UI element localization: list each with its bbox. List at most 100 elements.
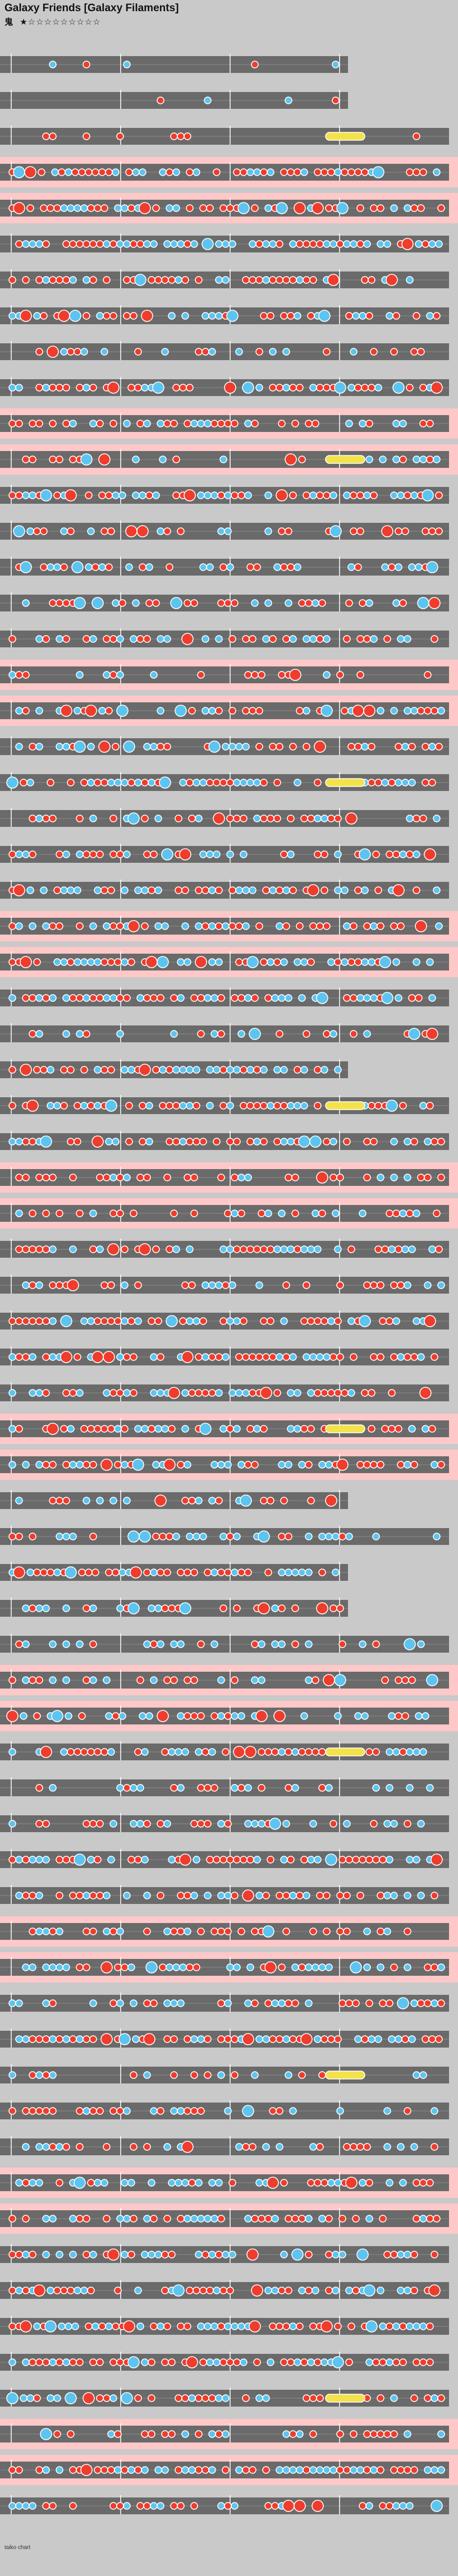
ka-note: [305, 1568, 313, 1576]
ka-note: [8, 671, 16, 679]
don-note: [401, 2035, 409, 2043]
don-note: [303, 276, 310, 284]
ka-note: [314, 1245, 322, 1253]
don-note: [163, 2322, 171, 2330]
ka-note: [332, 1568, 340, 1576]
ka-note: [123, 2107, 131, 2115]
don-note: [213, 1138, 221, 1146]
ka-note: [136, 994, 144, 1002]
don-note: [127, 204, 135, 212]
ka-note: [215, 1389, 223, 1397]
don-note: [179, 1317, 187, 1325]
don-note: [354, 958, 362, 966]
ka-note: [29, 491, 36, 499]
ka-note: [170, 2107, 178, 2115]
ka-note: [112, 168, 120, 176]
don-note: [296, 1892, 304, 1899]
don-note: [296, 384, 304, 392]
don-note: [219, 2287, 227, 2294]
don-note: [22, 1317, 30, 1325]
ka-note: [237, 1461, 245, 1469]
don-note: [426, 2358, 434, 2366]
ka-note: [240, 1494, 252, 1507]
ka-note: [365, 2358, 373, 2366]
ka-note: [312, 599, 319, 607]
ka-note: [62, 1030, 70, 1038]
ka-note: [96, 1245, 104, 1253]
don-note: [276, 240, 283, 248]
don-note: [181, 2141, 194, 2153]
difficulty-label: 鬼: [4, 17, 13, 27]
ka-note: [42, 1856, 50, 1864]
ka-note: [312, 1963, 319, 1971]
don-note: [22, 1138, 30, 1146]
don-note: [116, 850, 124, 858]
don-note: [141, 779, 149, 786]
ka-note: [334, 1712, 342, 1720]
don-note: [368, 276, 375, 284]
ka-note: [392, 420, 400, 427]
don-note: [22, 2215, 30, 2223]
don-note: [419, 168, 427, 176]
don-note: [226, 1533, 234, 1540]
don-note: [184, 599, 191, 607]
don-note: [228, 2179, 236, 2187]
don-note: [83, 132, 90, 140]
don-note: [136, 420, 144, 427]
don-note: [217, 1174, 225, 1181]
don-note: [264, 1999, 272, 2007]
don-note: [390, 922, 398, 930]
don-note: [318, 599, 326, 607]
don-note: [255, 276, 263, 284]
don-note: [67, 1279, 79, 1291]
don-note: [320, 2320, 333, 2333]
don-note: [56, 1856, 63, 1864]
don-note: [267, 815, 274, 822]
don-note: [327, 815, 335, 822]
ka-note: [307, 1245, 315, 1253]
don-note: [15, 1174, 23, 1181]
ka-note: [392, 2502, 400, 2510]
don-note: [190, 994, 198, 1002]
ka-note: [437, 2466, 445, 2474]
don-note: [258, 1784, 265, 1792]
don-note: [231, 2035, 239, 2043]
don-note: [67, 348, 75, 356]
don-note: [289, 2035, 297, 2043]
ka-note: [419, 2215, 427, 2223]
ka-note: [29, 2179, 36, 2187]
don-note: [298, 2215, 306, 2223]
ka-note: [426, 312, 434, 320]
ka-note: [397, 2287, 405, 2294]
ka-note: [213, 2358, 221, 2366]
ka-note: [406, 815, 414, 822]
don-note: [83, 1928, 90, 1935]
ka-note: [157, 707, 164, 715]
don-note: [242, 1889, 254, 1902]
don-note: [309, 240, 317, 248]
don-note: [388, 1389, 396, 1397]
ka-note: [35, 1281, 43, 1289]
don-note: [22, 456, 30, 463]
don-note: [83, 2392, 95, 2404]
don-note: [343, 2466, 351, 2474]
don-note: [188, 1389, 196, 1397]
don-note: [336, 2466, 344, 2474]
ka-note: [168, 1856, 176, 1864]
ka-note: [365, 2215, 373, 2223]
don-note: [379, 2215, 387, 2223]
ka-note: [215, 312, 223, 320]
don-note: [285, 2287, 292, 2294]
ka-note: [397, 2251, 405, 2258]
ka-note: [56, 2466, 63, 2474]
don-note: [186, 1963, 194, 1971]
don-note: [22, 707, 30, 715]
don-note: [430, 2143, 438, 2151]
ka-note: [287, 1389, 295, 1397]
don-note: [244, 671, 252, 679]
don-note: [193, 1138, 200, 1146]
ka-note: [406, 1856, 414, 1864]
don-note: [13, 1566, 25, 1579]
don-note: [49, 2107, 57, 2115]
ka-note: [116, 1999, 124, 2007]
